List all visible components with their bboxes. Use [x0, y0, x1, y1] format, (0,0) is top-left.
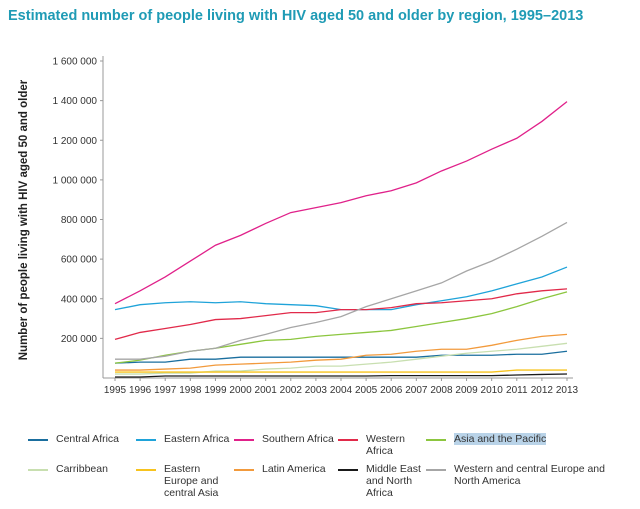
x-tick-label: 1999: [204, 385, 227, 396]
y-tick-label: 600 000: [61, 255, 98, 266]
legend: Central Africa Eastern Africa Southern Afr…: [28, 433, 628, 499]
x-tick-label: 1998: [179, 385, 202, 396]
x-tick-label: 2013: [556, 385, 579, 396]
line-chart: 1 600 000 1 400 000 1 200 000 1 000 000 800 …: [18, 56, 579, 396]
legend-label: Eastern Europe and central Asia: [164, 463, 219, 499]
x-tick-label: 2004: [330, 385, 353, 396]
legend-item: Carribbean: [28, 463, 136, 499]
legend-item: Eastern Africa: [136, 433, 234, 457]
legend-swatch: [136, 469, 156, 471]
legend-label: Carribbean: [56, 463, 108, 475]
x-tick-label: 1997: [154, 385, 177, 396]
legend-label: Eastern Africa: [164, 433, 230, 445]
x-tick-label: 2005: [355, 385, 378, 396]
legend-label: Western Africa: [366, 433, 405, 457]
x-tick-label: 2000: [229, 385, 252, 396]
legend-item: Central Africa: [28, 433, 136, 457]
x-tick-label: 2006: [380, 385, 403, 396]
y-tick-label: 200 000: [61, 334, 98, 345]
legend-swatch: [234, 469, 254, 471]
legend-label: Asia and the Pacific: [454, 433, 547, 445]
chart-title: Estimated number of people living with H…: [8, 8, 584, 24]
legend-swatch: [28, 439, 48, 441]
series-line-southern-africa: [114, 101, 568, 305]
y-tick-label: 1 000 000: [53, 175, 98, 186]
y-tick-label: 800 000: [61, 215, 98, 226]
legend-swatch: [28, 469, 48, 471]
x-tick-label: 1995: [104, 385, 127, 396]
legend-item: Asia and the Pacific: [426, 433, 628, 457]
y-tick-label: 400 000: [61, 294, 98, 305]
legend-label: Latin America: [262, 463, 326, 475]
x-tick-label: 2003: [305, 385, 328, 396]
x-tick-label: 2011: [506, 385, 528, 396]
y-axis-label: Number of people living with HIV aged 50…: [18, 79, 30, 360]
y-tick-label: 1 600 000: [53, 57, 98, 68]
legend-swatch: [426, 469, 446, 471]
legend-item: Western Africa: [338, 433, 426, 457]
x-tick-label: 2008: [430, 385, 453, 396]
x-tick-label: 2010: [481, 385, 504, 396]
x-tick-label: 2002: [280, 385, 303, 396]
x-tick-label: 2001: [255, 385, 278, 396]
series-line-central-africa: [114, 350, 568, 364]
legend-item: Eastern Europe and central Asia: [136, 463, 234, 499]
legend-label: Southern Africa: [262, 433, 334, 445]
x-tick-label: 2012: [531, 385, 554, 396]
legend-item: Middle East and North Africa: [338, 463, 426, 499]
legend-label: Central Africa: [56, 433, 120, 445]
series-line-latin-america: [115, 333, 568, 371]
legend-swatch: [136, 439, 156, 441]
legend-swatch: [338, 469, 358, 471]
series-line-western-and-central-europe-and-north-america: [115, 221, 568, 360]
y-tick-label: 1 200 000: [53, 136, 98, 147]
legend-item: Southern Africa: [234, 433, 338, 457]
legend-item: Western and central Europe and North Ame…: [426, 463, 628, 499]
legend-label: Western and central Europe and North Ame…: [454, 463, 605, 487]
legend-item: Latin America: [234, 463, 338, 499]
legend-label: Middle East and North Africa: [366, 463, 421, 499]
series-line-western-africa: [114, 288, 568, 340]
series-line-middle-east-and-north-africa: [115, 373, 568, 378]
series-line-eastern-europe-and-central-asia: [115, 369, 567, 373]
legend-swatch: [234, 439, 254, 441]
x-tick-label: 1996: [129, 385, 152, 396]
y-tick-label: 1 400 000: [53, 96, 98, 107]
legend-swatch: [426, 439, 446, 441]
series-line-carribbean: [115, 342, 568, 375]
x-tick-label: 2009: [455, 385, 478, 396]
x-tick-label: 2007: [405, 385, 428, 396]
legend-swatch: [338, 439, 358, 441]
series-line-eastern-africa: [114, 266, 568, 311]
